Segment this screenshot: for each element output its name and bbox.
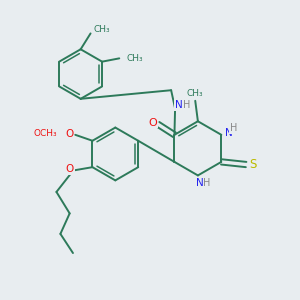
Text: O: O [66, 164, 74, 175]
Text: N: N [225, 128, 232, 138]
Text: N: N [175, 100, 183, 110]
Text: CH₃: CH₃ [94, 25, 110, 34]
Text: H: H [230, 123, 237, 133]
Text: OCH₃: OCH₃ [34, 129, 57, 138]
Text: H: H [203, 178, 211, 188]
Text: N: N [196, 178, 203, 188]
Text: O: O [148, 118, 157, 128]
Text: S: S [250, 158, 257, 171]
Text: O: O [65, 129, 74, 139]
Text: H: H [183, 100, 190, 110]
Text: CH₃: CH₃ [187, 89, 204, 98]
Text: CH₃: CH₃ [127, 54, 143, 63]
